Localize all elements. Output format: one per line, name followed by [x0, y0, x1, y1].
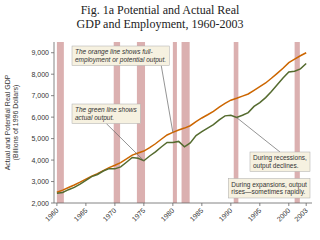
annotation-text: The orange line shows full-employment or… [75, 48, 166, 64]
annotation-arrow [237, 118, 280, 152]
annotation-box [72, 46, 169, 66]
recession-band [173, 42, 177, 203]
x-tick-label: 1985 [189, 207, 205, 223]
x-tick [201, 203, 202, 206]
annotation-text: During recessions,output declines. [253, 154, 307, 170]
text-line: actual output. [75, 114, 114, 122]
y-tick [51, 117, 54, 118]
x-tick [56, 203, 57, 206]
y-tick [51, 160, 54, 161]
recession-band [57, 42, 64, 203]
y-axis-line [54, 42, 55, 203]
x-tick-label: 1970 [102, 207, 118, 223]
y-tick [51, 181, 54, 182]
x-tick-label: 1995 [247, 207, 263, 223]
chart: Fig. 1a Potential and Actual RealGDP and… [0, 0, 320, 240]
y-tick [51, 203, 54, 204]
annotation-box [250, 152, 310, 172]
y-tick-label: 3,000 [31, 178, 49, 185]
x-tick [172, 203, 173, 206]
annotation-arrow [161, 66, 173, 133]
x-tick-label: 1990 [218, 207, 234, 223]
text-line: output declines. [253, 162, 299, 170]
x-tick [85, 203, 86, 206]
y-tick-label: 8,000 [31, 71, 49, 78]
x-tick-label: 1980 [160, 207, 176, 223]
text-line: rises—sometimes rapidly. [231, 188, 305, 196]
y-tick [51, 52, 54, 53]
x-tick [306, 203, 307, 206]
y-tick-label: 9,000 [31, 49, 49, 56]
annotation-arrow [106, 124, 144, 161]
text-line: GDP and Employment, 1960-2003 [77, 17, 244, 31]
x-tick-label: 2000 [276, 207, 292, 223]
text-line: Fig. 1a Potential and Actual Real [81, 3, 240, 17]
text-line: Actual and Potential Real GDP [4, 74, 11, 170]
x-tick [114, 203, 115, 206]
y-tick-label: 7,000 [31, 92, 49, 99]
x-tick-label: 1960 [44, 207, 60, 223]
x-axis-line [54, 203, 312, 204]
y-axis-label: Actual and Potential Real GDP(Billions o… [4, 74, 20, 170]
y-tick-label: 4,000 [31, 157, 49, 164]
y-tick-label: 2,000 [31, 200, 49, 207]
recession-band [182, 42, 190, 203]
annotation-text: The green line showsactual output. [75, 106, 138, 122]
x-tick [143, 203, 144, 206]
text-line: (Billions of 1996 Dollars) [12, 85, 20, 161]
annotation: The green line showsactual output. [72, 104, 141, 124]
annotation: The orange line shows full-employment or… [72, 46, 169, 66]
annotation-box [72, 104, 141, 124]
text-line: employment or potential output. [75, 56, 166, 64]
y-tick [51, 95, 54, 96]
x-tick-label: 2003 [293, 207, 309, 223]
annotation: During expansions, outputrises—sometimes… [228, 179, 310, 199]
x-tick [230, 203, 231, 206]
x-tick-label: 1975 [131, 207, 147, 223]
series-line [57, 63, 306, 193]
y-tick-label: 6,000 [31, 114, 49, 121]
x-tick-label: 1965 [73, 207, 89, 223]
annotation: During recessions,output declines. [250, 152, 310, 172]
y-tick [51, 74, 54, 75]
title: Fig. 1a Potential and Actual RealGDP and… [77, 3, 244, 31]
annotations: The orange line shows full-employment or… [72, 46, 310, 198]
y-tick-label: 5,000 [31, 135, 49, 142]
x-tick [288, 203, 289, 206]
annotation-text: During expansions, outputrises—sometimes… [231, 181, 307, 197]
x-tick [259, 203, 260, 206]
annotation-box [228, 179, 310, 199]
y-tick [51, 138, 54, 139]
